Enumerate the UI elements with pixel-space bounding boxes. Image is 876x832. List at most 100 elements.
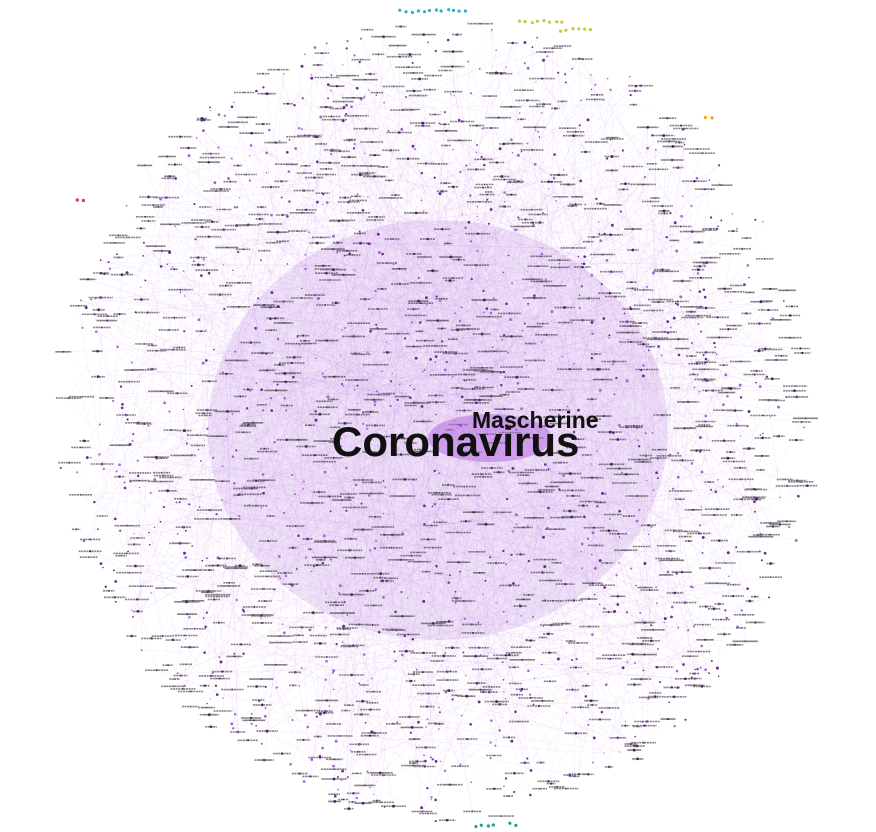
graph-node [746, 264, 750, 267]
graph-node [484, 579, 487, 582]
graph-node [629, 94, 632, 97]
graph-node [187, 154, 191, 158]
graph-node [443, 368, 447, 372]
graph-node [270, 213, 273, 217]
graph-node [714, 346, 716, 348]
outlier-node [404, 10, 408, 14]
graph-node [221, 371, 224, 374]
graph-node [411, 321, 413, 324]
graph-node [340, 354, 342, 357]
graph-node [693, 386, 696, 389]
graph-node [293, 104, 296, 107]
graph-node [747, 410, 751, 413]
graph-node [255, 724, 257, 727]
graph-node [345, 47, 348, 50]
graph-node [498, 147, 502, 151]
graph-node [230, 157, 233, 160]
graph-node [80, 299, 82, 302]
graph-node [673, 724, 676, 728]
graph-node [184, 295, 186, 297]
graph-node [184, 529, 187, 532]
graph-node [547, 506, 550, 510]
graph-node [486, 198, 489, 201]
graph-node [598, 389, 602, 392]
graph-node [676, 303, 680, 306]
graph-node [731, 213, 734, 215]
graph-node [754, 218, 757, 221]
graph-node [481, 127, 484, 130]
graph-node [601, 491, 604, 495]
graph-node [469, 194, 472, 197]
graph-node [305, 556, 308, 559]
graph-node [541, 663, 543, 666]
graph-node [506, 351, 509, 354]
graph-node [393, 650, 396, 653]
graph-node [295, 568, 298, 570]
graph-node [660, 354, 663, 357]
graph-node [217, 146, 220, 149]
graph-node [148, 543, 151, 546]
graph-node [245, 407, 249, 410]
graph-node [409, 384, 411, 387]
graph-node [670, 605, 674, 609]
graph-node [231, 455, 235, 459]
graph-node [265, 172, 268, 174]
graph-node [183, 551, 186, 555]
graph-node [221, 499, 223, 501]
graph-node [730, 301, 732, 303]
graph-node [424, 369, 426, 371]
graph-node [330, 74, 333, 76]
graph-node [506, 498, 509, 501]
outlier-node [486, 824, 490, 828]
graph-node [308, 628, 312, 632]
graph-node [342, 624, 346, 628]
graph-node [93, 500, 96, 504]
graph-node [236, 206, 239, 209]
outlier-node [508, 821, 512, 825]
graph-node [505, 620, 508, 623]
graph-node [354, 269, 356, 271]
graph-node [717, 225, 719, 227]
graph-node [231, 727, 235, 730]
graph-node [179, 291, 182, 293]
graph-node [114, 600, 117, 603]
graph-node [604, 492, 607, 496]
graph-node [125, 205, 128, 207]
graph-node [303, 480, 305, 483]
graph-node [663, 621, 665, 624]
graph-node [387, 129, 390, 132]
graph-node [261, 409, 265, 412]
graph-node [411, 637, 415, 641]
graph-node [655, 586, 658, 589]
graph-node [279, 577, 282, 580]
graph-node [609, 88, 612, 91]
graph-node [356, 384, 359, 387]
graph-node [503, 691, 505, 693]
graph-node [325, 201, 329, 204]
graph-node [765, 375, 769, 378]
graph-node [578, 294, 581, 296]
graph-node [616, 603, 620, 606]
graph-node [516, 153, 520, 157]
graph-node [194, 238, 197, 241]
outlier-node [571, 27, 575, 31]
graph-node [467, 60, 470, 63]
graph-node [698, 390, 701, 393]
graph-node [702, 288, 706, 292]
graph-node [233, 712, 237, 716]
graph-node [311, 570, 313, 572]
graph-node [608, 334, 611, 337]
outlier-node [434, 8, 438, 12]
graph-node [713, 341, 716, 345]
graph-node [668, 701, 671, 704]
graph-node [382, 595, 385, 599]
graph-node [586, 118, 590, 122]
graph-node [254, 326, 257, 330]
graph-node [599, 603, 601, 606]
graph-node [458, 319, 462, 323]
graph-node [517, 216, 520, 219]
graph-node [126, 418, 129, 421]
graph-node [434, 759, 438, 763]
graph-node [233, 101, 235, 103]
graph-node [492, 297, 495, 300]
